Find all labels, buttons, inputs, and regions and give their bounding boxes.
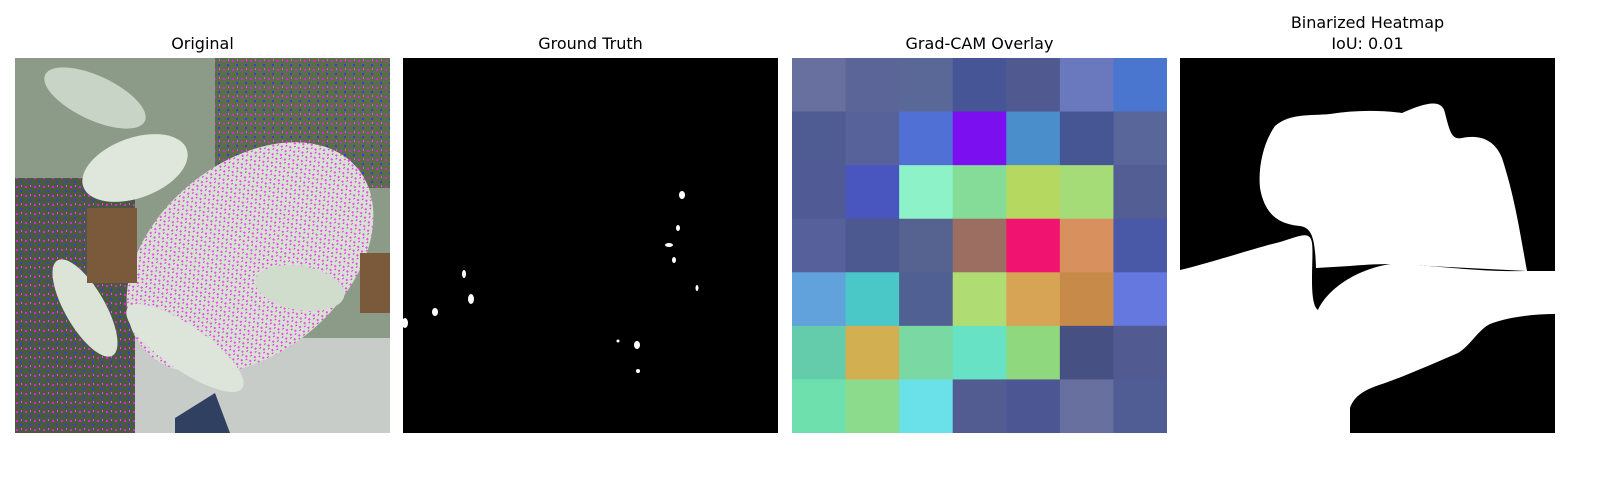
gradcam-cell: [845, 218, 900, 273]
gradcam-cell: [845, 111, 900, 166]
gradcam-cell: [952, 325, 1007, 381]
gradcam-cell: [792, 379, 847, 433]
gradcam-cell: [1006, 165, 1061, 220]
gradcam-cell: [1113, 58, 1167, 113]
gradcam-cell: [1006, 272, 1061, 327]
gradcam-cell: [1006, 379, 1061, 433]
gradcam-cell: [1113, 218, 1167, 273]
iou-label: IoU: 0.01: [1331, 34, 1404, 53]
gradcam-cell: [952, 218, 1007, 273]
binarized-heatmap: [1180, 58, 1555, 433]
gradcam-cell: [952, 58, 1007, 113]
gradcam-cell: [792, 272, 847, 327]
gradcam-cell: [952, 379, 1007, 433]
gradcam-cell: [845, 379, 900, 433]
gradcam-cell: [952, 165, 1007, 220]
gradcam-overlay: [792, 58, 1167, 433]
gradcam-cell: [1113, 111, 1167, 166]
binarized-title: Binarized Heatmap: [1290, 13, 1445, 32]
gradcam-cell: [792, 165, 847, 220]
gradcam-cell: [899, 111, 954, 166]
original-title: Original: [171, 34, 234, 53]
gradcam-cell: [1059, 218, 1115, 273]
gradcam-cell: [1006, 218, 1061, 273]
original-image: [15, 58, 390, 433]
gradcam-title: Grad-CAM Overlay: [905, 34, 1054, 53]
gradcam-cell: [792, 111, 847, 166]
gradcam-cell: [1059, 325, 1115, 381]
gradcam-cell: [952, 111, 1007, 166]
gradcam-cell: [899, 58, 954, 113]
gradcam-cell: [1113, 165, 1167, 220]
gradcam-cell: [1113, 379, 1167, 433]
ground-truth-title: Ground Truth: [538, 34, 643, 53]
gradcam-cell: [1006, 58, 1061, 113]
gradcam-cell: [845, 58, 900, 113]
gradcam-cell: [1113, 272, 1167, 327]
gradcam-cell: [845, 325, 900, 381]
gradcam-cell: [899, 325, 954, 381]
gradcam-cell: [1006, 325, 1061, 381]
gradcam-cell: [899, 272, 954, 327]
gradcam-cell: [792, 218, 847, 273]
gradcam-cell: [899, 165, 954, 220]
gradcam-cell: [792, 58, 847, 113]
ground-truth-mask: [403, 58, 778, 433]
gradcam-cell: [845, 272, 900, 327]
gradcam-cell: [1059, 111, 1115, 166]
gradcam-cell: [1006, 111, 1061, 166]
gradcam-cell: [952, 272, 1007, 327]
gradcam-cell: [1059, 165, 1115, 220]
gradcam-cell: [899, 379, 954, 433]
gradcam-cell: [1059, 272, 1115, 327]
gradcam-cell: [792, 325, 847, 381]
gradcam-cell: [845, 165, 900, 220]
gradcam-cell: [899, 218, 954, 273]
gradcam-cell: [1059, 58, 1115, 113]
gradcam-cell: [1113, 325, 1167, 381]
gradcam-cell: [1059, 379, 1115, 433]
